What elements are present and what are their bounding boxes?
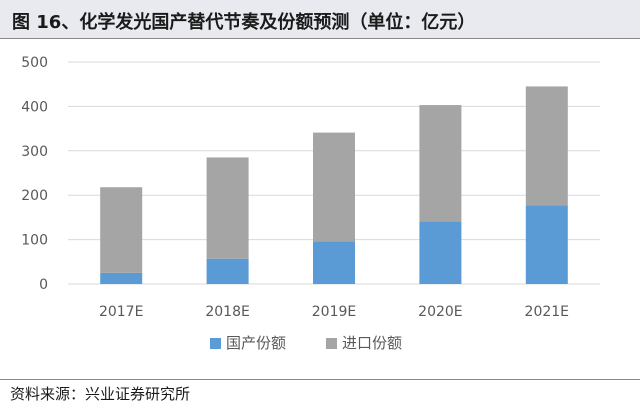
y-tick-label: 200 (21, 188, 48, 204)
stacked-bar-chart: 0 100 200 300 400 500 2017E 2018E 2019E 2020E 2021… (0, 38, 640, 378)
legend-label: 进口份额 (342, 334, 402, 352)
bar-import (100, 187, 143, 273)
bar-domestic (525, 205, 568, 284)
legend-swatch (210, 338, 221, 349)
chart-title: 图 16、化学发光国产替代节奏及份额预测（单位：亿元） (12, 12, 476, 33)
legend-label: 国产份额 (226, 334, 286, 352)
bar-import (419, 105, 462, 222)
bar-domestic (419, 221, 462, 284)
legend-swatch (326, 338, 337, 349)
bar-domestic (100, 272, 143, 284)
bar-domestic (313, 241, 355, 284)
x-tick-label: 2021E (525, 304, 569, 320)
bar-import (206, 157, 249, 259)
x-tick-label: 2019E (312, 304, 356, 320)
x-tick-label: 2018E (205, 304, 249, 320)
y-tick-label: 0 (39, 277, 48, 293)
source-note: 资料来源：兴业证券研究所 (10, 385, 191, 403)
y-tick-label: 500 (21, 55, 48, 71)
chart-svg: 0 100 200 300 400 500 2017E 2018E 2019E 2020E 2021… (21, 55, 600, 352)
bar-import (313, 132, 355, 242)
x-tick-label: 2017E (99, 304, 143, 320)
title-bar: 图 16、化学发光国产替代节奏及份额预测（单位：亿元） (0, 0, 640, 39)
y-tick-label: 100 (21, 233, 48, 249)
y-tick-label: 300 (21, 144, 48, 160)
x-tick-label: 2020E (418, 304, 462, 320)
bar-import (525, 86, 568, 206)
source-divider (0, 379, 640, 380)
bar-domestic (206, 258, 249, 284)
y-tick-label: 400 (21, 99, 48, 115)
